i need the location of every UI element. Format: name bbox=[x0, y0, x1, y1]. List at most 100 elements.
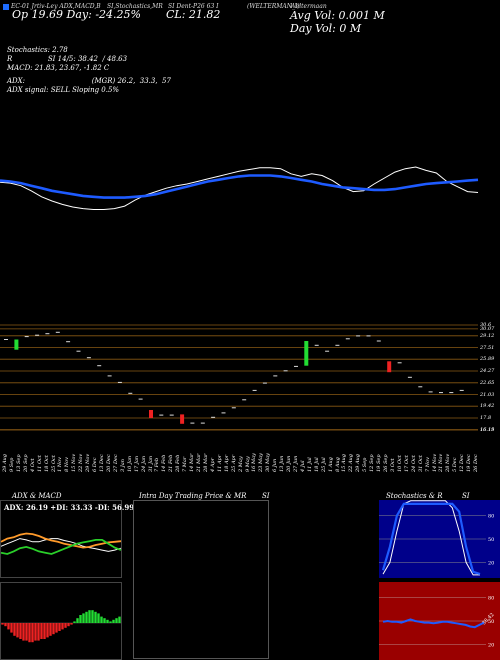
macd-readout: MACD: 21.83, 23.67, -1.82 C bbox=[7, 64, 110, 72]
date-axis-label: 28 Feb bbox=[175, 454, 182, 472]
macd-bar bbox=[94, 611, 97, 623]
date-axis-label: 6 Dec bbox=[92, 457, 99, 472]
date-axis-label: 10 Jan bbox=[126, 455, 133, 472]
date-axis-label: 5 Dec bbox=[452, 457, 459, 472]
date-axis-label: 21 Mar bbox=[196, 453, 202, 472]
date-axis-label: 25 Jul bbox=[320, 457, 327, 472]
day-vol-label: Day Vol: 0 M bbox=[290, 22, 362, 35]
date-axis-label: 31 Jan bbox=[147, 455, 154, 472]
macd-bar bbox=[97, 613, 100, 623]
header-fragment-3: SI Dent-P26 63 I bbox=[168, 3, 219, 10]
rsi-tick: 20 bbox=[488, 642, 494, 648]
date-axis-label: 20 Sep bbox=[22, 454, 29, 472]
date-axis-label: 8 Nov bbox=[64, 457, 71, 472]
date-axis: 29 Aug 9 Sep 13 Sep 20 Sep 4 Oct 11 Oct 18 Oct… bbox=[0, 432, 480, 484]
date-axis-label: 7 Feb bbox=[154, 457, 161, 472]
intraday-panel-title-right: SI bbox=[262, 492, 270, 500]
date-axis-label: 26 Dec bbox=[473, 454, 480, 472]
date-axis-label: 19 Sep bbox=[376, 454, 383, 472]
date-axis-label: 4 Oct bbox=[29, 458, 36, 472]
date-axis-label: 14 Nov bbox=[431, 453, 438, 472]
price-axis-label: 29.12 bbox=[480, 332, 495, 339]
price-axis-label: 30.07 bbox=[480, 325, 495, 332]
date-axis-label: 17 Oct bbox=[403, 455, 410, 472]
macd-bar bbox=[52, 623, 55, 635]
stochastics-tick: 50 bbox=[488, 537, 494, 543]
date-axis-label: 13 Sep bbox=[15, 454, 22, 472]
macd-bar bbox=[112, 619, 115, 623]
adx-signal-readout: ADX signal: SELL Sloping 0.5% bbox=[7, 86, 120, 94]
stochastics-tick: 20 bbox=[488, 560, 494, 566]
date-axis-label: 25 Oct bbox=[50, 455, 57, 472]
price-axis-label: 25.89 bbox=[480, 356, 495, 363]
date-axis-label: 11 Apr bbox=[216, 454, 223, 472]
date-axis-label: 31 Oct bbox=[417, 455, 424, 472]
macd-bar bbox=[22, 623, 25, 641]
date-axis-label: 27 Jun bbox=[293, 455, 299, 472]
stochastics-tick: 80 bbox=[488, 514, 494, 520]
date-axis-label: 7 Mar bbox=[182, 456, 189, 472]
date-axis-label: 25 Apr bbox=[230, 454, 237, 472]
date-axis-label: 20 Dec bbox=[105, 454, 112, 472]
date-axis-label: 1 Nov bbox=[57, 457, 64, 472]
macd-bar bbox=[31, 623, 34, 643]
rsi-line bbox=[382, 618, 485, 629]
date-axis-label: 27 Dec bbox=[112, 454, 119, 472]
adx-lines bbox=[0, 532, 122, 555]
intraday-panel bbox=[133, 500, 269, 659]
adx-panel-readout: ADX: 26.19 +DI: 33.33 -DI: 56.99 bbox=[4, 503, 135, 512]
date-axis-label: 4 Apr bbox=[209, 458, 216, 472]
date-axis-label: 18 Apr bbox=[223, 454, 230, 472]
date-axis-label: 28 Nov bbox=[445, 453, 452, 472]
macd-bar bbox=[76, 618, 79, 623]
avg-vol-label: Avg Vol: 0.001 M bbox=[290, 9, 385, 22]
date-axis-label: 12 Sep bbox=[369, 454, 376, 472]
macd-bar bbox=[100, 616, 103, 623]
adx-line-orange bbox=[0, 532, 122, 549]
close-label: CL: 21.82 bbox=[166, 8, 221, 21]
macd-bar bbox=[4, 623, 7, 627]
rsi-panel: 80 50 20 38.42 bbox=[379, 582, 500, 660]
date-axis-label: 18 Oct bbox=[43, 455, 50, 472]
header-title-rest: Weltermaan bbox=[290, 3, 327, 10]
macd-bar bbox=[73, 621, 76, 623]
macd-bar bbox=[85, 611, 88, 623]
date-axis-label: 26 Sep bbox=[383, 454, 389, 472]
macd-bar bbox=[13, 623, 16, 636]
moving-average-chart bbox=[0, 166, 479, 210]
date-axis-label: 22 Aug bbox=[348, 454, 355, 472]
date-axis-label: 9 Sep bbox=[8, 457, 15, 472]
date-axis-label: 4 Jul bbox=[299, 460, 306, 472]
rsi-tick: 50 bbox=[488, 619, 494, 625]
price-axis-label: 22.65 bbox=[480, 379, 495, 386]
date-axis-label: 9 May bbox=[244, 456, 251, 472]
stoch-panel-title: Stochastics & R bbox=[386, 492, 443, 500]
date-axis-label: 11 Oct bbox=[36, 455, 43, 472]
date-axis-label: 29 Aug bbox=[355, 454, 362, 472]
date-axis-label: 10 Oct bbox=[396, 455, 403, 472]
candle-red bbox=[149, 410, 153, 418]
date-axis-label: 24 Jan bbox=[140, 455, 147, 472]
price-axis-label: 19.42 bbox=[480, 403, 495, 410]
macd-bar bbox=[58, 623, 61, 631]
adx-line-green bbox=[0, 538, 122, 555]
date-axis-label: 8 Aug bbox=[334, 457, 341, 472]
date-axis-label: 3 Oct bbox=[389, 458, 396, 472]
adx-panel-title: ADX & MACD bbox=[12, 492, 62, 500]
header-title: (WELTERMAN_I) bbox=[247, 3, 300, 10]
date-axis-label: 30 May bbox=[265, 453, 272, 472]
price-axis-label: 24.27 bbox=[480, 368, 495, 374]
macd-bar bbox=[34, 623, 37, 641]
date-axis-label: 15 Aug bbox=[341, 454, 348, 472]
header-fragment-2: SI,Stochastics,MR bbox=[107, 3, 163, 10]
date-axis-label: 21 Nov bbox=[438, 453, 445, 472]
macd-bar bbox=[109, 621, 112, 623]
macd-bar bbox=[88, 610, 91, 623]
header-fragment-1: EC-01 Jrtiv-Ley ADX,MACD,B bbox=[11, 3, 101, 10]
date-axis-label: 28 Mar bbox=[202, 453, 209, 472]
date-axis-label: 15 Nov bbox=[71, 453, 78, 472]
open-label: Op 19.69 Day: -24.25% bbox=[12, 8, 141, 21]
macd-bar bbox=[37, 623, 40, 641]
date-axis-label: 5 Sep bbox=[362, 457, 369, 472]
